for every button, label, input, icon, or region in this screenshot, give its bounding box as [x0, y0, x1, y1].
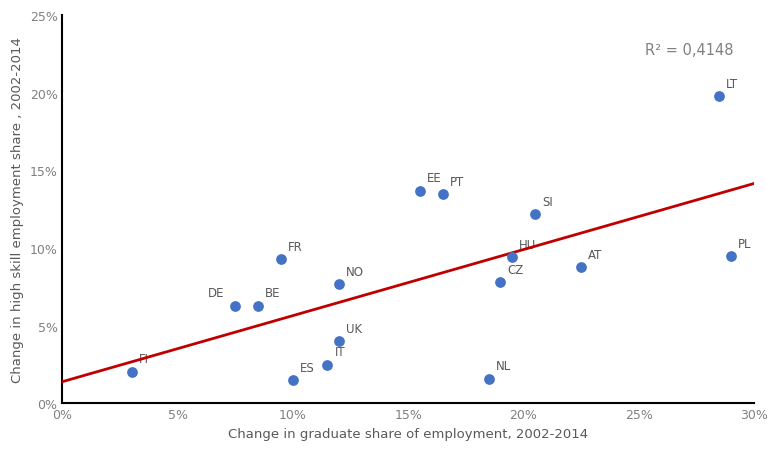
Text: FI: FI [139, 352, 149, 365]
Point [333, 281, 345, 288]
Point [333, 338, 345, 345]
Text: FR: FR [288, 240, 303, 253]
Text: IT: IT [334, 345, 345, 359]
Point [494, 279, 506, 286]
Text: DE: DE [208, 287, 224, 300]
Point [724, 253, 737, 260]
Point [529, 211, 541, 218]
Point [506, 254, 518, 262]
Point [436, 191, 449, 198]
Text: NL: NL [495, 359, 511, 373]
Point [713, 93, 725, 100]
Text: PL: PL [738, 237, 751, 250]
Text: LT: LT [726, 78, 738, 91]
Text: SI: SI [542, 195, 552, 208]
Text: BE: BE [266, 287, 280, 300]
Text: R² = 0,4148: R² = 0,4148 [645, 43, 733, 58]
Text: HU: HU [519, 239, 536, 252]
Point [252, 302, 265, 309]
Point [275, 256, 287, 263]
Text: ES: ES [300, 361, 315, 374]
X-axis label: Change in graduate share of employment, 2002-2014: Change in graduate share of employment, … [228, 427, 588, 440]
Point [321, 361, 333, 368]
Y-axis label: Change in high skill employment share , 2002-2014: Change in high skill employment share , … [11, 37, 24, 382]
Text: CZ: CZ [507, 263, 523, 276]
Text: UK: UK [346, 322, 362, 336]
Text: EE: EE [427, 172, 442, 185]
Point [575, 263, 587, 271]
Text: NO: NO [346, 265, 364, 278]
Point [414, 188, 426, 195]
Point [287, 377, 299, 384]
Point [229, 302, 241, 309]
Point [125, 369, 138, 376]
Text: PT: PT [449, 175, 464, 188]
Text: AT: AT [588, 248, 602, 261]
Point [483, 375, 495, 382]
